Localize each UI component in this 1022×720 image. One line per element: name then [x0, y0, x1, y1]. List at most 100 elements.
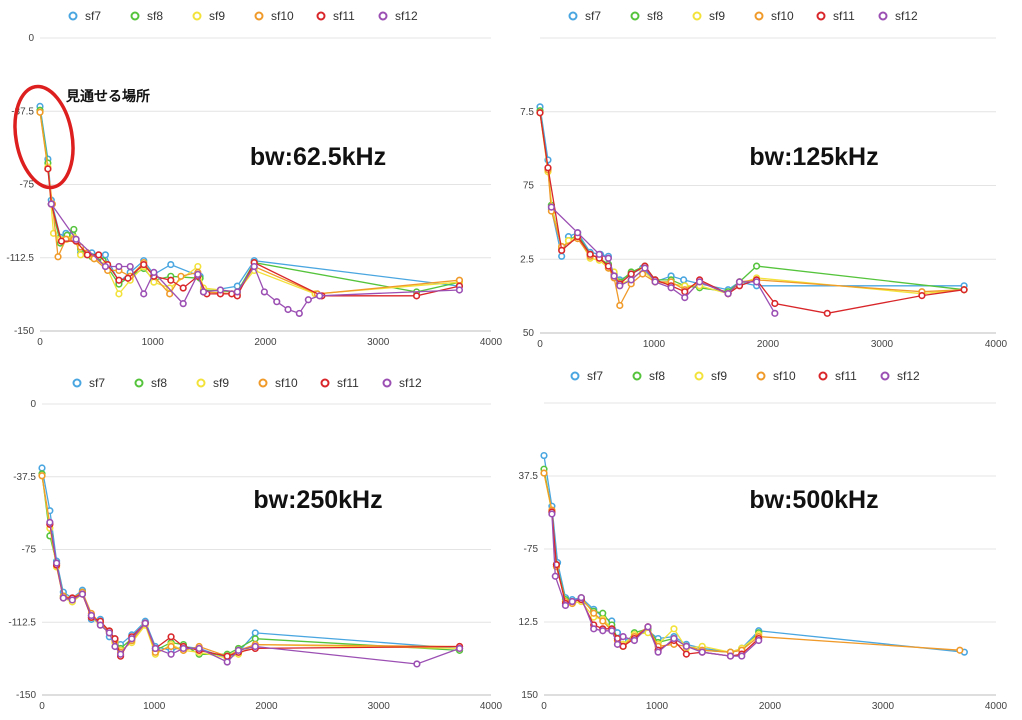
- data-point-sf10: [167, 642, 175, 651]
- series-line-sf9: [543, 472, 760, 653]
- data-point-sf11: [167, 276, 175, 284]
- data-point-sf7: [558, 252, 566, 260]
- bandwidth-label: bw:500kHz: [749, 486, 878, 514]
- legend-marker: [570, 371, 580, 381]
- legend-label: sf12: [399, 376, 422, 390]
- data-point-sf11: [681, 288, 689, 296]
- data-point-sf12: [179, 300, 187, 308]
- series-line-sf8: [543, 469, 760, 653]
- y-tick-label: -150: [16, 690, 36, 701]
- data-point-sf12: [695, 278, 704, 286]
- data-point-sf7: [680, 276, 688, 284]
- data-point-sf12: [616, 282, 624, 290]
- x-tick-label: 3000: [871, 339, 894, 350]
- data-point-sf12: [140, 290, 148, 298]
- legend-label: sf11: [835, 369, 857, 383]
- legend-label: sf8: [147, 9, 163, 23]
- data-point-sf12: [682, 642, 690, 650]
- legend-label: sf9: [213, 376, 229, 390]
- legend-marker: [130, 11, 140, 21]
- data-point-sf12: [195, 644, 203, 653]
- legend-marker: [632, 371, 642, 381]
- legend-marker: [72, 378, 82, 388]
- legend-label: sf10: [275, 376, 298, 390]
- x-tick-label: 3000: [872, 701, 895, 712]
- data-point-sf12: [72, 235, 80, 243]
- legend-marker: [756, 371, 766, 381]
- legend-marker: [192, 11, 202, 21]
- data-point-sf11: [83, 251, 91, 259]
- y-tick-label: 12.5: [519, 617, 539, 628]
- data-point-sf10: [36, 108, 44, 116]
- y-tick-label: 150: [521, 690, 538, 701]
- legend-label: sf7: [587, 369, 603, 383]
- data-point-sf10: [599, 617, 607, 625]
- legend-label: sf11: [833, 9, 855, 23]
- legend-label: sf7: [85, 9, 101, 23]
- data-point-sf12: [561, 601, 570, 610]
- data-point-sf12: [111, 642, 119, 651]
- data-point-sf12: [116, 650, 125, 658]
- data-point-sf7: [540, 451, 548, 460]
- data-point-sf12: [105, 629, 113, 637]
- data-point-sf10: [455, 276, 464, 284]
- bandwidth-label: bw:250kHz: [253, 486, 382, 514]
- data-point-sf8: [70, 225, 78, 234]
- legend-label: sf10: [771, 9, 794, 23]
- data-point-sf10: [54, 253, 62, 261]
- data-point-sf12: [577, 594, 585, 602]
- data-point-sf11: [95, 251, 103, 259]
- chart-panel-2: 7.5 75 2.5 500 1000 2000 3000 4000 sf7 sf8 sf9 sf10…: [520, 9, 1007, 350]
- data-point-sf9: [150, 278, 158, 286]
- legend-label: sf8: [151, 376, 167, 390]
- legend-label: sf8: [649, 369, 665, 383]
- x-tick-label: 4000: [985, 701, 1008, 712]
- x-tick-label: 3000: [367, 337, 390, 348]
- data-point-sf12: [199, 288, 208, 296]
- data-point-sf12: [150, 268, 158, 277]
- data-point-sf12: [667, 284, 675, 292]
- series-line-sf10: [539, 112, 965, 308]
- series-line-sf11: [551, 511, 760, 657]
- data-point-sf11: [179, 284, 187, 292]
- data-point-sf12: [681, 294, 689, 302]
- data-point-sf12: [752, 278, 761, 286]
- data-point-sf12: [547, 203, 556, 211]
- y-tick-label: -75: [524, 544, 539, 555]
- legend-label: sf12: [897, 369, 920, 383]
- series-line-sf9: [539, 112, 965, 295]
- data-point-sf12: [724, 290, 732, 298]
- data-point-sf11: [771, 299, 779, 308]
- data-point-sf12: [316, 292, 324, 300]
- data-point-sf11: [115, 276, 123, 284]
- y-tick-label: 50: [523, 328, 535, 339]
- legend-marker: [818, 371, 828, 381]
- data-point-sf11: [627, 270, 635, 278]
- legend-label: sf9: [209, 9, 225, 23]
- data-point-sf8: [599, 609, 607, 617]
- data-point-sf12: [295, 309, 303, 318]
- legend-marker: [816, 11, 826, 21]
- x-tick-label: 4000: [985, 339, 1008, 350]
- data-point-sf11: [918, 292, 926, 300]
- data-point-sf12: [234, 646, 243, 654]
- legend-marker: [694, 371, 704, 381]
- data-point-sf12: [260, 288, 268, 296]
- data-point-sf12: [233, 288, 241, 296]
- legend-marker: [630, 11, 640, 21]
- legend-marker: [568, 11, 578, 21]
- legend-marker: [692, 11, 702, 21]
- data-point-sf12: [455, 286, 464, 294]
- legend-label: sf9: [709, 9, 725, 23]
- series-line-sf11: [539, 112, 965, 314]
- data-point-sf10: [638, 270, 647, 278]
- data-point-sf9: [76, 251, 85, 259]
- data-point-sf10: [540, 469, 548, 477]
- data-point-sf12: [610, 272, 618, 280]
- data-point-sf12: [216, 286, 224, 294]
- data-point-sf12: [670, 634, 678, 643]
- data-point-sf10: [616, 301, 624, 310]
- legend-label: sf9: [711, 369, 727, 383]
- data-point-sf11: [823, 309, 831, 317]
